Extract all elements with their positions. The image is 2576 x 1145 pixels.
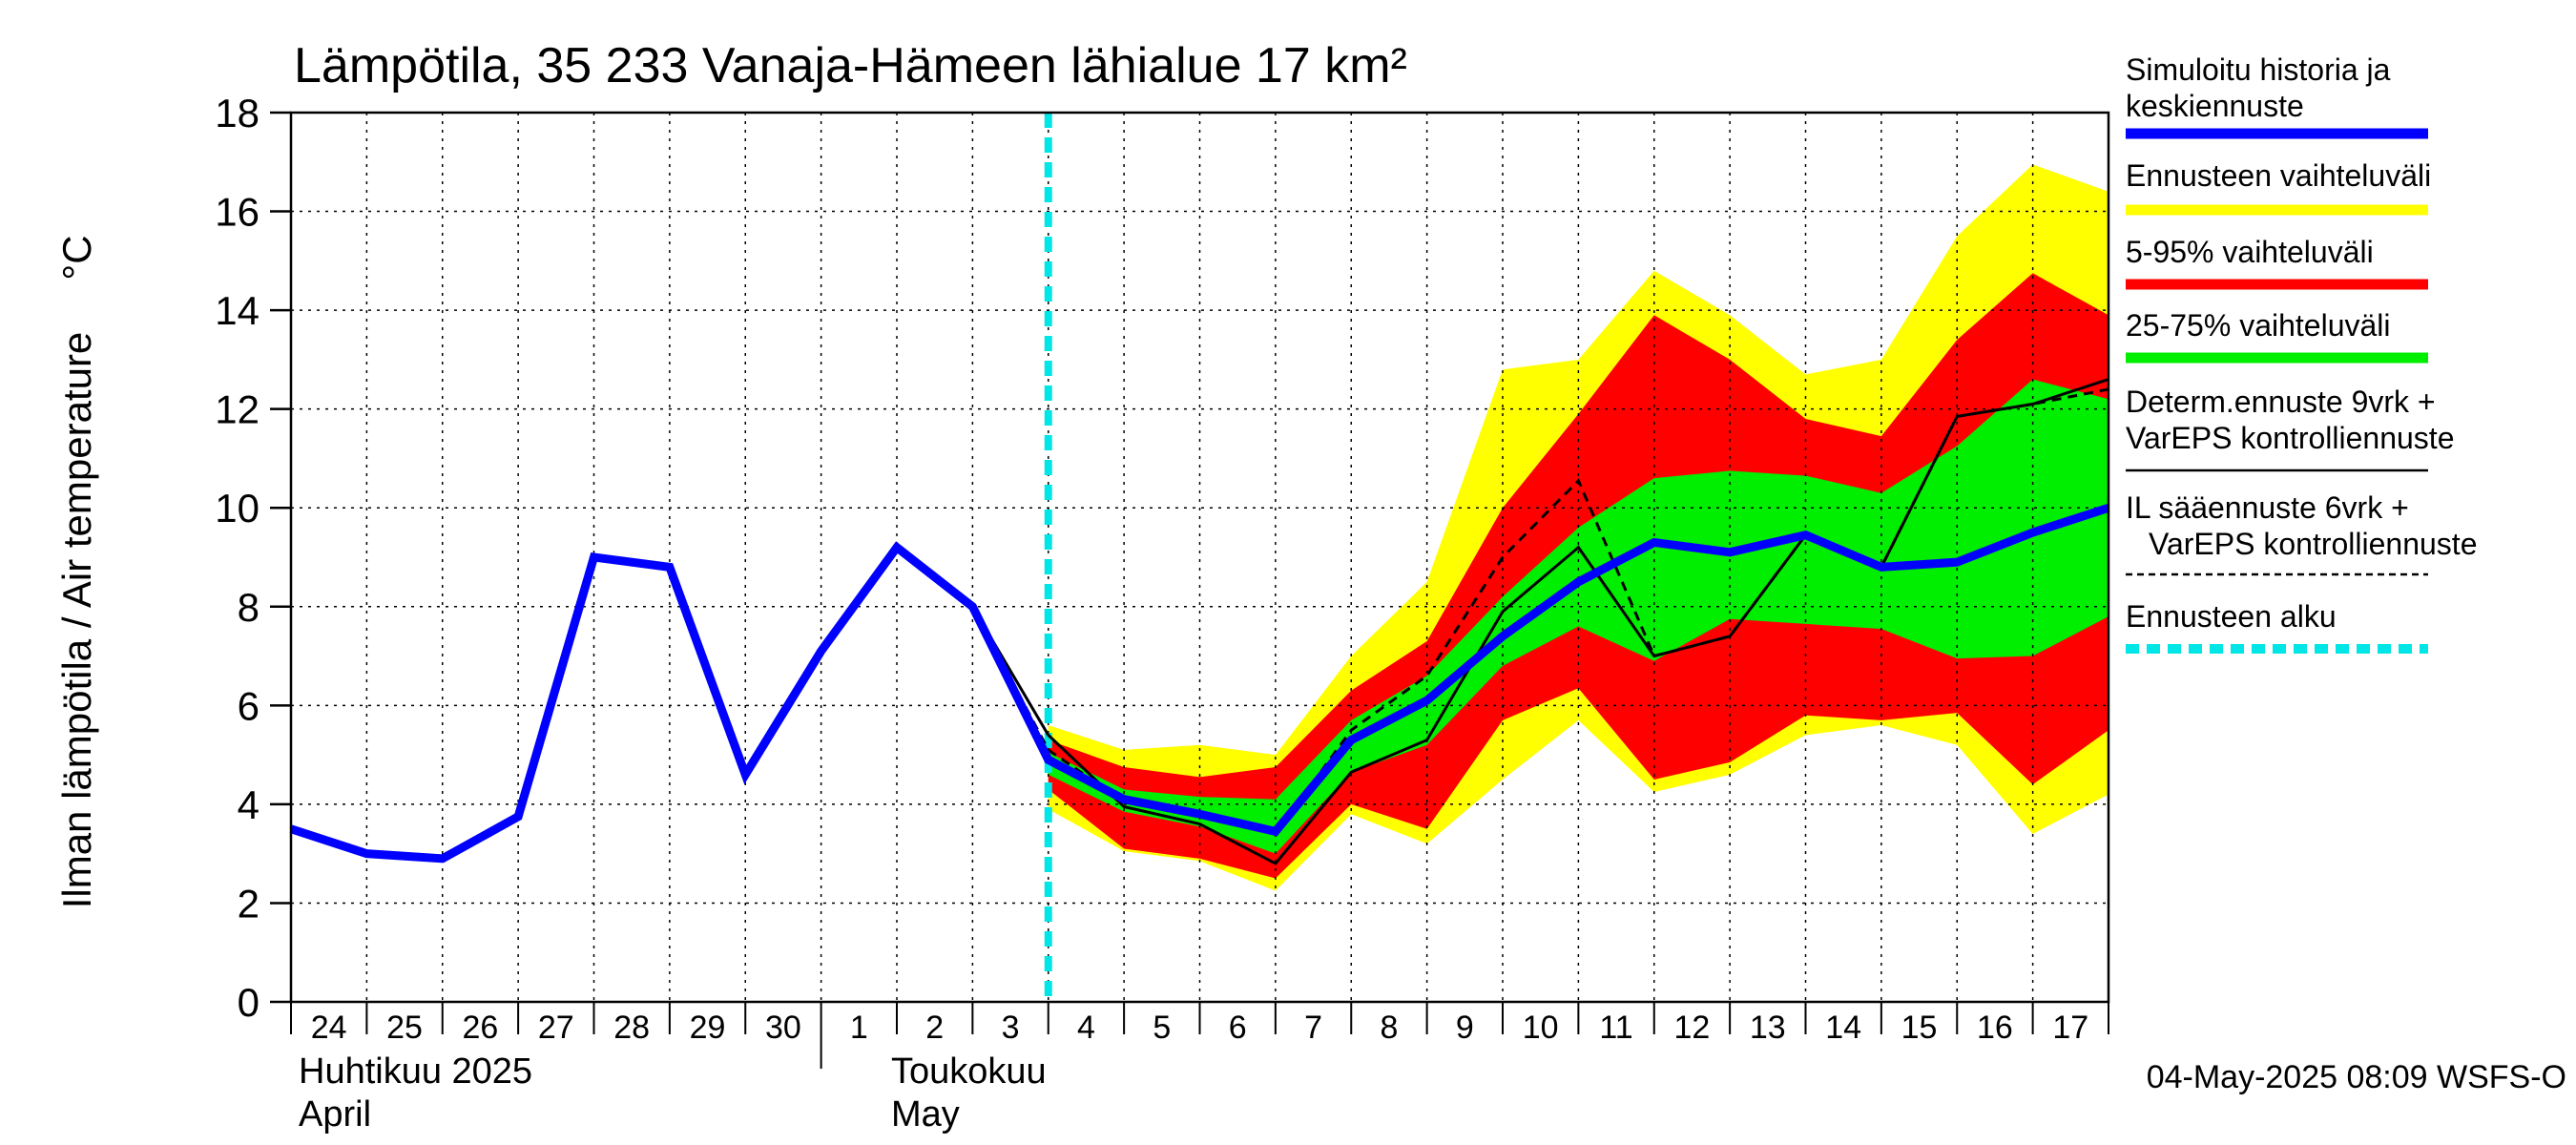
legend: Simuloitu historia ja keskiennuste Ennuste… <box>2126 52 2477 654</box>
band-3 <box>1048 379 2109 854</box>
legend-label-line: IL sääennuste 6vrk + <box>2126 490 2409 525</box>
x-tick-label: 29 <box>690 1010 726 1046</box>
y-tick-label: 18 <box>215 91 260 135</box>
legend-label-line: VarEPS kontrolliennuste <box>2126 421 2454 455</box>
y-tick-label: 4 <box>238 782 260 827</box>
legend-item-1: Simuloitu historia ja keskiennuste <box>2126 52 2428 139</box>
x-tick-label: 1 <box>850 1010 868 1046</box>
y-axis: 0 2 4 6 8 10 12 14 16 18 <box>215 91 291 1025</box>
y-tick-label: 10 <box>215 486 260 531</box>
x-tick-label: 14 <box>1825 1010 1861 1046</box>
legend-label: IL sääennuste 6vrk + VarEPS kontrolliennu… <box>2126 490 2477 561</box>
x-tick-label: 5 <box>1153 1010 1171 1046</box>
x-tick-label: 10 <box>1523 1010 1559 1046</box>
y-tick-label: 14 <box>215 288 260 333</box>
legend-label-line: Simuloitu historia ja <box>2126 52 2391 87</box>
month-label-en: April <box>299 1094 371 1135</box>
x-tick-label: 6 <box>1229 1010 1247 1046</box>
x-tick-label: 27 <box>538 1010 574 1046</box>
legend-item-6: IL sääennuste 6vrk + VarEPS kontrolliennu… <box>2126 490 2477 576</box>
x-tick-label: 2 <box>925 1010 944 1046</box>
x-tick-label: 30 <box>765 1010 801 1046</box>
x-tick-label: 17 <box>2052 1010 2088 1046</box>
y-tick-label: 8 <box>238 585 260 630</box>
y-axis-unit: °C <box>54 235 99 280</box>
series-line-1 <box>289 503 2110 864</box>
timestamp-footer: 04-May-2025 08:09 WSFS-O <box>2147 1059 2566 1095</box>
legend-label-line: keskiennuste <box>2126 89 2304 123</box>
x-tick-label: 24 <box>311 1010 347 1046</box>
legend-label: 5-95% vaihteluväli <box>2126 235 2374 269</box>
x-tick-label: 7 <box>1304 1010 1322 1046</box>
legend-item-2: Ennusteen vaihteluväli <box>2126 158 2431 216</box>
series-line-3 <box>896 387 2109 836</box>
x-tick-label: 11 <box>1599 1010 1632 1046</box>
legend-label: Ennusteen alku <box>2126 599 2337 634</box>
y-tick-label: 6 <box>238 683 260 728</box>
legend-item-3: 5-95% vaihteluväli <box>2126 235 2428 290</box>
y-tick-label: 2 <box>238 881 260 926</box>
legend-label-line: Determ.ennuste 9vrk + <box>2126 385 2436 419</box>
y-tick-label: 12 <box>215 387 260 432</box>
x-tick-label: 13 <box>1750 1010 1786 1046</box>
x-tick-label: 8 <box>1380 1010 1398 1046</box>
legend-label: Determ.ennuste 9vrk + VarEPS kontrollienn… <box>2126 385 2454 455</box>
legend-label-line: VarEPS kontrolliennuste <box>2149 527 2477 561</box>
x-axis: 24 25 26 27 28 29 30 1 2 3 4 5 6 7 8 9 10 11 12 13 14 15 16 17H… <box>290 1002 2109 1135</box>
y-tick-label: 16 <box>215 190 260 235</box>
x-tick-label: 16 <box>1977 1010 2013 1046</box>
month-label-fi: Huhtikuu 2025 <box>299 1051 532 1092</box>
month-label-fi: Toukokuu <box>891 1051 1047 1092</box>
legend-label: 25-75% vaihteluväli <box>2126 308 2391 343</box>
y-tick-label: 0 <box>238 980 260 1025</box>
legend-item-5: Determ.ennuste 9vrk + VarEPS kontrollienn… <box>2126 385 2454 472</box>
legend-item-4: 25-75% vaihteluväli <box>2126 308 2428 364</box>
grid-lines <box>291 113 2109 1002</box>
series-lines <box>289 113 2110 1002</box>
y-axis-label: Ilman lämpötila / Air temperature <box>54 332 99 909</box>
legend-item-7: Ennusteen alku <box>2126 599 2428 654</box>
x-tick-label: 15 <box>1901 1010 1938 1046</box>
month-label-en: May <box>891 1094 960 1135</box>
chart-title: Lämpötila, 35 233 Vanaja-Hämeen lähialue… <box>294 38 1407 94</box>
x-tick-label: 4 <box>1077 1010 1095 1046</box>
x-tick-label: 26 <box>463 1010 499 1046</box>
legend-label: Simuloitu historia ja keskiennuste <box>2126 52 2391 123</box>
x-tick-label: 3 <box>1002 1010 1020 1046</box>
x-tick-label: 28 <box>613 1010 650 1046</box>
x-tick-label: 12 <box>1674 1010 1711 1046</box>
x-tick-label: 25 <box>386 1010 423 1046</box>
legend-label: Ennusteen vaihteluväli <box>2126 158 2431 193</box>
x-tick-label: 9 <box>1456 1010 1474 1046</box>
